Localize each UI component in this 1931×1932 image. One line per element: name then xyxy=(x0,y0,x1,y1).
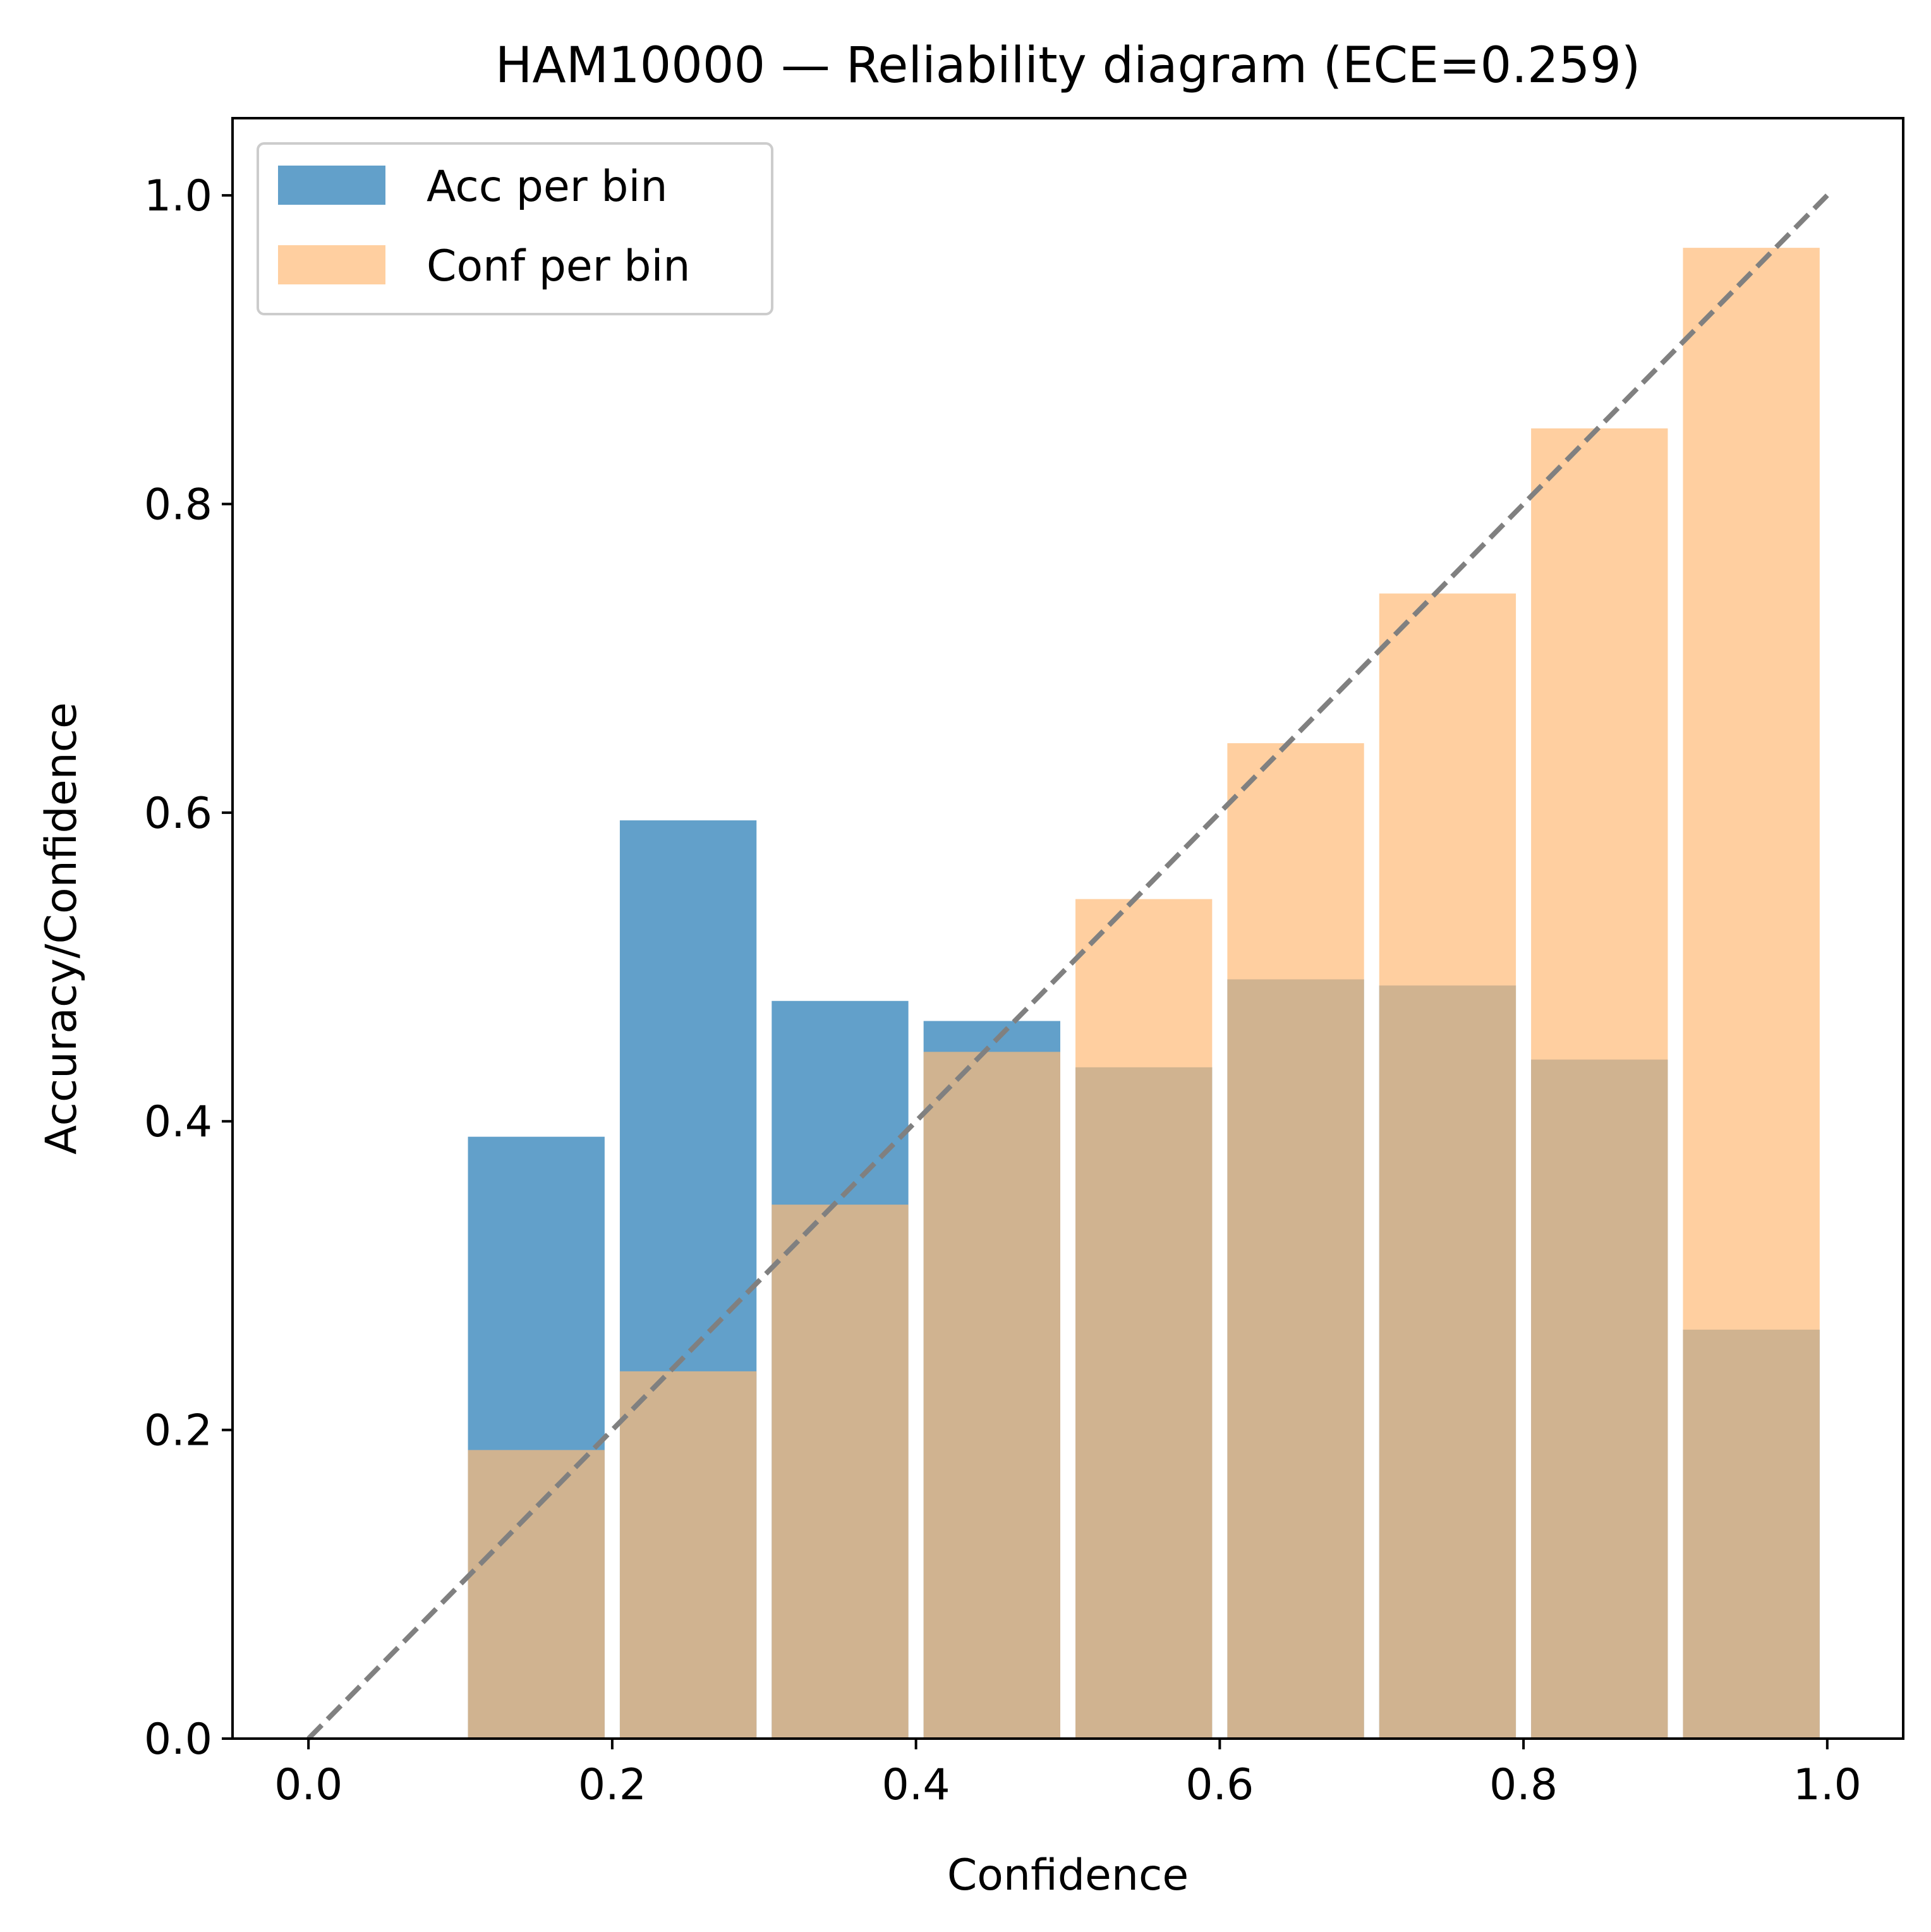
bar-conf-1 xyxy=(468,1450,605,1739)
legend-box xyxy=(257,142,773,315)
bar-conf-5 xyxy=(1075,899,1213,1739)
y-tick-label: 0.0 xyxy=(144,1715,212,1765)
x-tick-label: 0.4 xyxy=(882,1760,950,1810)
y-tick-label: 1.0 xyxy=(144,171,212,221)
bars-layer xyxy=(468,248,1820,1739)
bar-conf-6 xyxy=(1227,743,1364,1739)
x-tick-label: 1.0 xyxy=(1793,1760,1861,1810)
legend-swatch-conf xyxy=(278,245,385,284)
bar-conf-2 xyxy=(619,1371,757,1739)
y-tick-label: 0.2 xyxy=(144,1406,212,1456)
bar-conf-3 xyxy=(772,1205,909,1739)
bar-conf-7 xyxy=(1379,593,1516,1739)
y-tick-label: 0.8 xyxy=(144,480,212,530)
reference-layer xyxy=(306,193,1829,1741)
x-tick-label: 0.8 xyxy=(1489,1760,1558,1810)
x-ticks: 0.0 0.2 0.4 0.6 0.8 1.0 xyxy=(274,1739,1861,1810)
chart-title: HAM10000 — Reliability diagram (ECE=0.25… xyxy=(495,37,1641,94)
legend-label-acc: Acc per bin xyxy=(427,162,667,212)
bar-conf-8 xyxy=(1531,428,1668,1739)
y-tick-label: 0.6 xyxy=(144,789,212,839)
legend: Acc per bin Conf per bin xyxy=(257,142,773,315)
x-tick-label: 0.2 xyxy=(578,1760,646,1810)
y-ticks: 0.0 0.2 0.4 0.6 0.8 1.0 xyxy=(144,171,233,1765)
x-tick-label: 0.0 xyxy=(274,1760,342,1810)
bar-conf-9 xyxy=(1683,248,1820,1739)
legend-label-conf: Conf per bin xyxy=(427,241,690,291)
y-tick-label: 0.4 xyxy=(144,1097,212,1147)
axes-frame xyxy=(231,117,1904,1740)
legend-swatch-acc xyxy=(278,166,385,205)
perfect-calibration-line xyxy=(306,193,1829,1741)
bar-conf-4 xyxy=(923,1052,1060,1739)
y-axis-label: Accuracy/Confidence xyxy=(37,702,87,1155)
x-axis-label: Confidence xyxy=(947,1850,1189,1900)
x-tick-label: 0.6 xyxy=(1185,1760,1254,1810)
